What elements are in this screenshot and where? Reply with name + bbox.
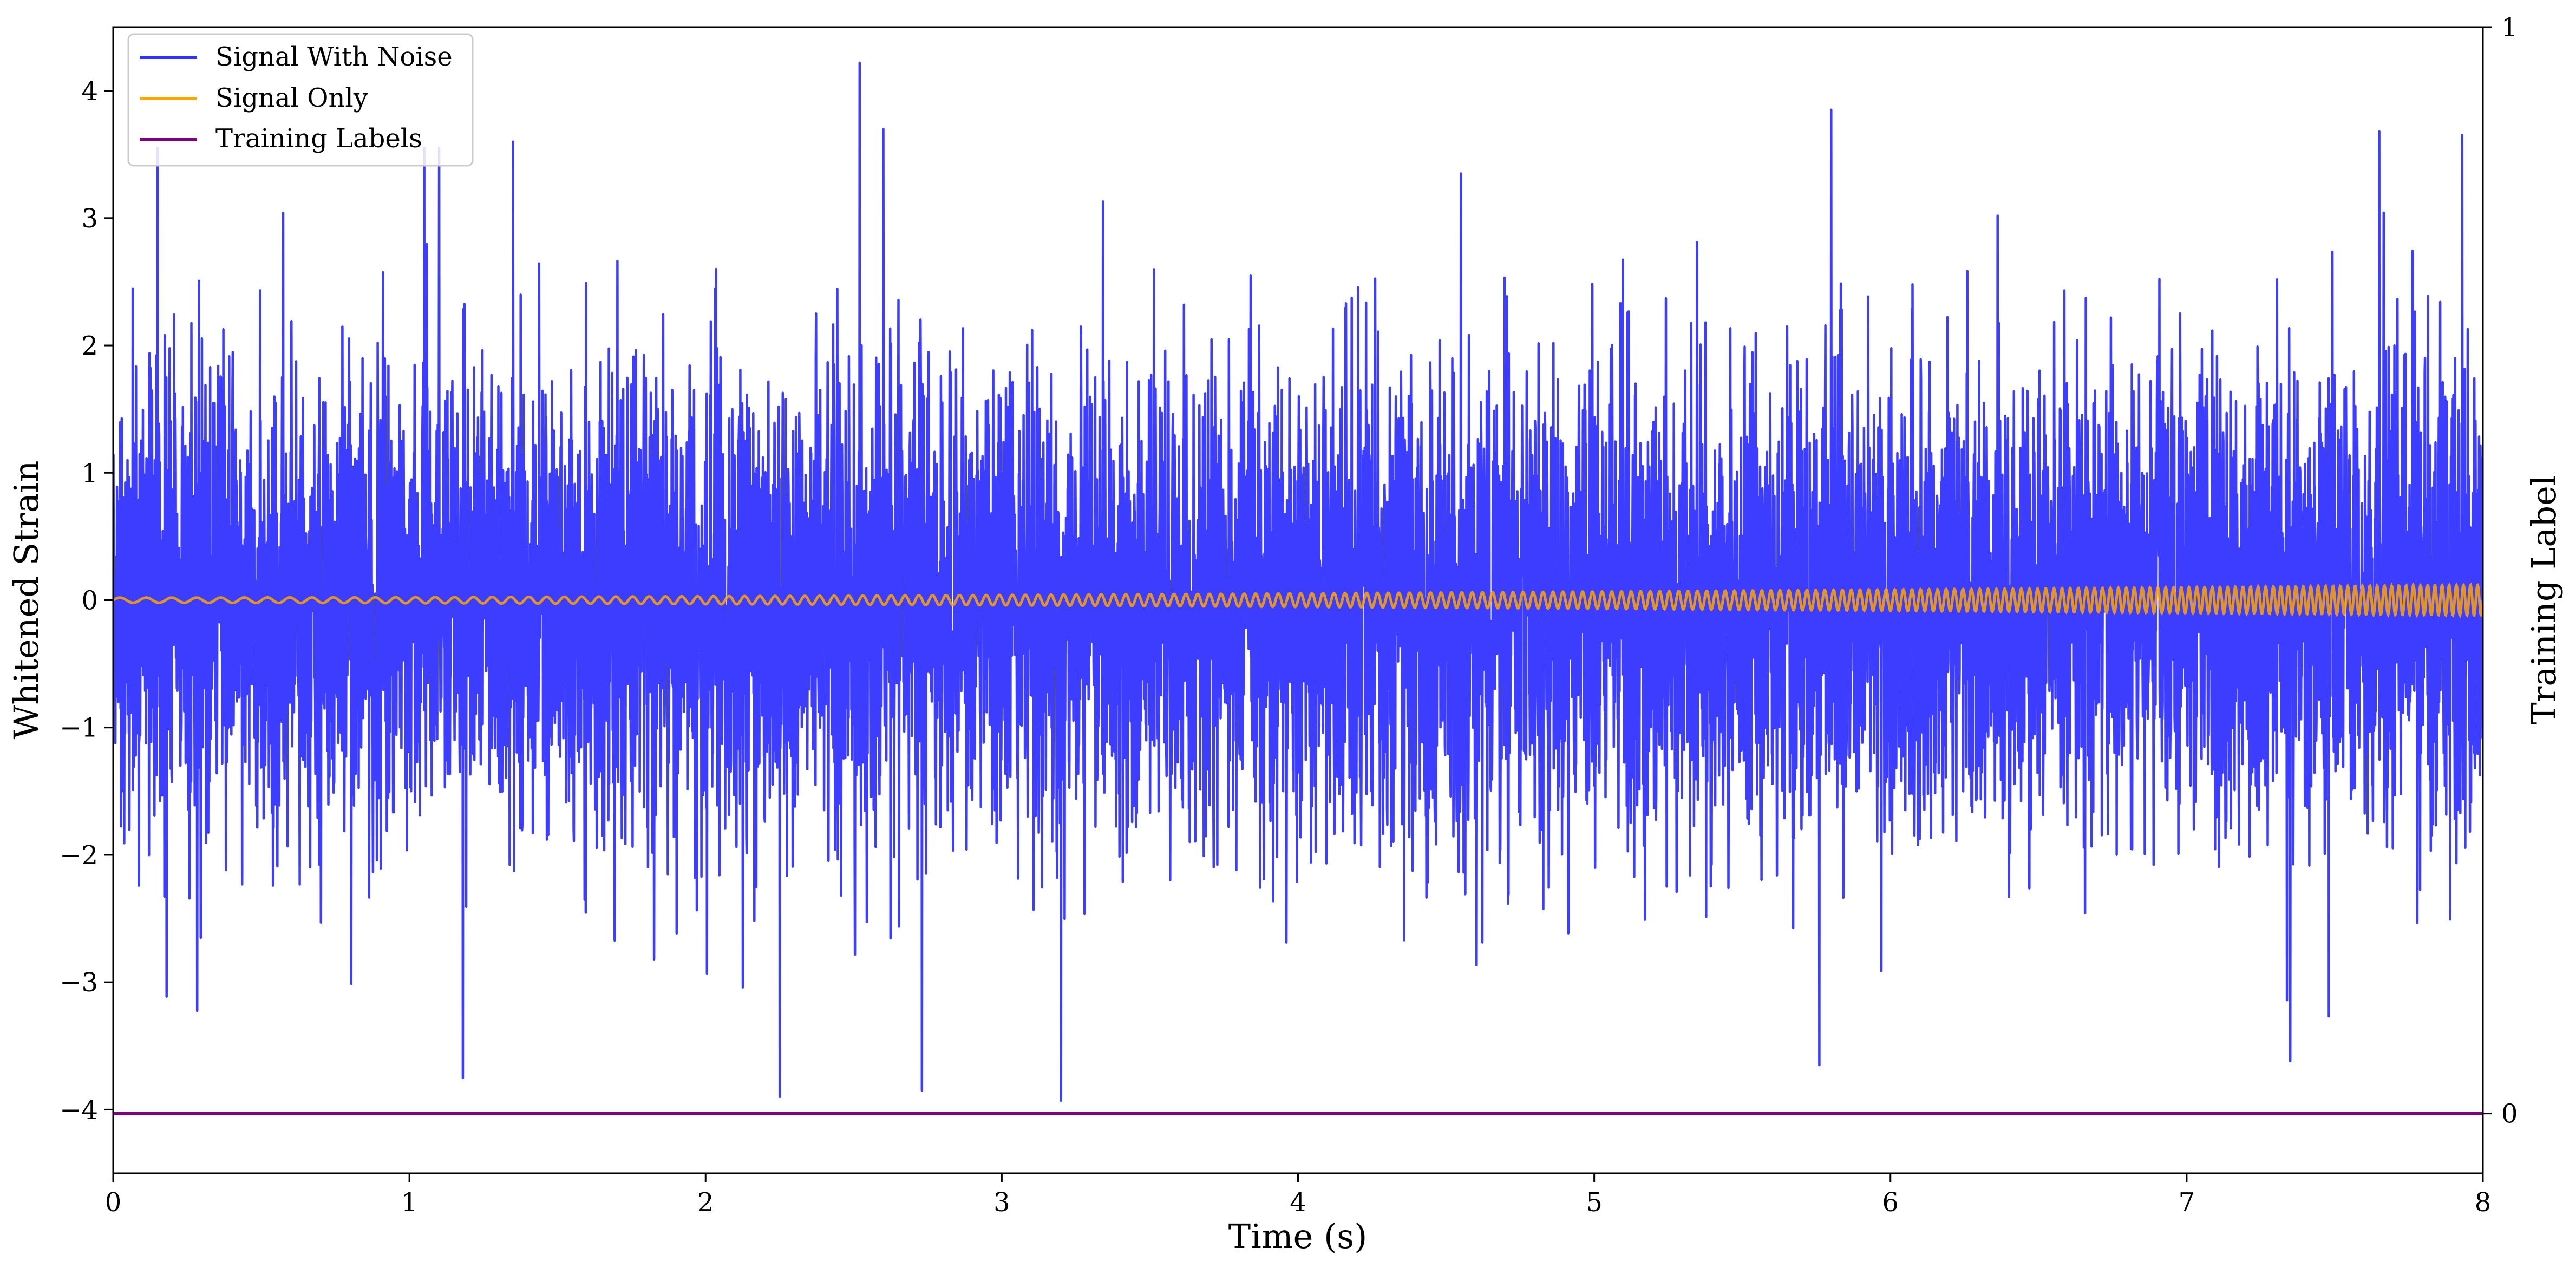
x-tick-label: 3 xyxy=(993,1187,1010,1218)
y-tick-label: −1 xyxy=(60,713,98,743)
y2-tick-label: 0 xyxy=(2501,1099,2518,1129)
y-tick-label: 3 xyxy=(81,204,98,234)
x-axis: 0 1 2 3 4 5 6 7 8 xyxy=(105,1173,2492,1218)
x-tick-label: 0 xyxy=(105,1187,122,1218)
x-tick-label: 6 xyxy=(1882,1187,1899,1218)
legend-label-training-labels: Training Labels xyxy=(215,123,422,154)
y-tick-label: 1 xyxy=(81,458,98,488)
legend: Signal With Noise Signal Only Training L… xyxy=(127,33,474,167)
x-tick-label: 7 xyxy=(2179,1187,2195,1218)
legend-frame xyxy=(127,33,474,167)
x-tick-label: 4 xyxy=(1290,1187,1306,1218)
line-signal-with-noise xyxy=(113,61,2483,1102)
y-axis-right: 01 xyxy=(2483,12,2518,1129)
series-signal-with-noise xyxy=(113,61,2483,1102)
line-signal-only xyxy=(113,582,2483,618)
y-axis-label: Whitened Strain xyxy=(6,461,46,740)
x-tick-label: 2 xyxy=(697,1187,714,1218)
legend-label-signal-with-noise: Signal With Noise xyxy=(215,42,453,72)
y2-axis-label: Training Label xyxy=(2524,475,2564,724)
y-tick-label: −4 xyxy=(60,1095,98,1125)
y-tick-label: 2 xyxy=(81,331,98,361)
x-tick-label: 1 xyxy=(401,1187,418,1218)
legend-label-signal-only: Signal Only xyxy=(215,83,368,113)
y-tick-label: 0 xyxy=(81,586,98,616)
series-signal-only xyxy=(113,582,2483,618)
y2-tick-label: 1 xyxy=(2501,12,2518,43)
x-tick-label: 5 xyxy=(1586,1187,1603,1218)
y-axis-left: −4 −3 −2 −1 0 1 2 3 4 xyxy=(60,76,113,1125)
y-tick-label: −3 xyxy=(60,968,98,998)
x-tick-label: 8 xyxy=(2475,1187,2492,1218)
y-tick-label: 4 xyxy=(81,76,98,107)
y-tick-label: −2 xyxy=(60,840,98,871)
x-axis-label: Time (s) xyxy=(1228,1217,1368,1256)
